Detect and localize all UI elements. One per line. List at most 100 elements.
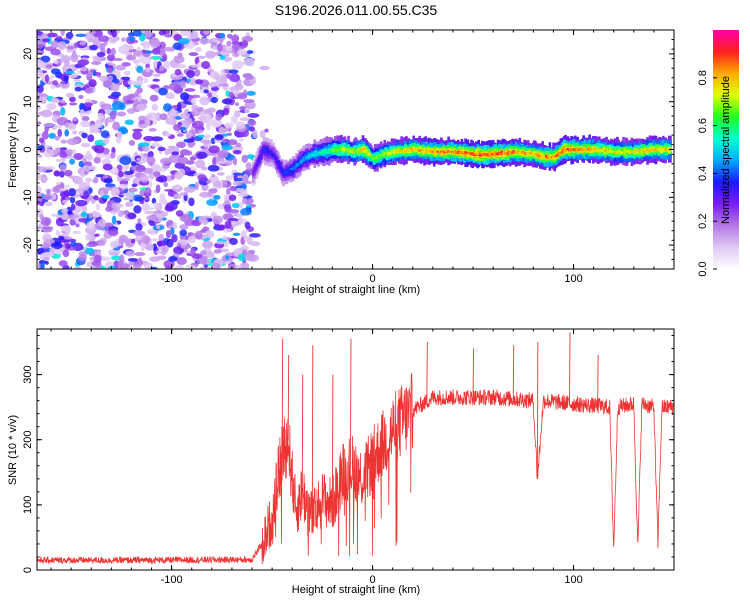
heatmap-ridge-cell xyxy=(367,152,371,156)
heatmap-noise-cell xyxy=(226,72,231,79)
heatmap-noise-cell xyxy=(44,261,49,265)
heatmap-noise-cell xyxy=(132,128,143,132)
heatmap-noise-cell xyxy=(137,257,143,267)
heatmap-noise-cell xyxy=(231,220,237,227)
heatmap-noise-cell xyxy=(85,177,93,183)
heatmap-noise-cell xyxy=(244,101,256,110)
heatmap-noise-cell xyxy=(40,262,45,269)
heatmap-noise-cell xyxy=(207,68,215,73)
heatmap-noise-cell xyxy=(79,189,84,197)
heatmap-noise-cell xyxy=(210,118,223,128)
spectrogram-y-tick-label: 10 xyxy=(22,96,34,108)
heatmap-noise-cell xyxy=(65,227,71,236)
heatmap-noise-cell xyxy=(72,118,78,122)
heatmap-noise-cell xyxy=(162,53,168,61)
heatmap-noise-cell xyxy=(42,148,55,158)
heatmap-ridge-cell xyxy=(255,164,259,167)
heatmap-noise-cell xyxy=(180,126,187,131)
heatmap-ridge-cell xyxy=(256,160,260,163)
heatmap-noise-cell xyxy=(224,220,232,229)
heatmap-ridge-cell xyxy=(593,147,596,151)
heatmap-noise-cell xyxy=(121,177,131,181)
heatmap-noise-cell xyxy=(138,55,145,63)
heatmap-noise-cell xyxy=(80,211,88,218)
heatmap-noise-cell xyxy=(109,83,120,92)
heatmap-noise-cell xyxy=(42,38,50,43)
figure-title: S196.2026.011.00.55.C35 xyxy=(275,2,438,18)
heatmap-noise-cell xyxy=(145,67,150,73)
heatmap-noise-cell xyxy=(246,154,255,159)
heatmap-noise-cell xyxy=(136,157,141,161)
heatmap-noise-cell xyxy=(207,92,213,98)
heatmap-noise-cell xyxy=(185,117,193,125)
heatmap-noise-cell xyxy=(78,253,87,262)
heatmap-noise-cell xyxy=(203,30,210,35)
heatmap-noise-cell xyxy=(73,42,78,49)
heatmap-ridge-cell xyxy=(647,148,651,151)
heatmap-noise-cell xyxy=(107,265,117,269)
heatmap-noise-cell xyxy=(232,156,238,166)
heatmap-noise-cell xyxy=(87,38,95,43)
heatmap-noise-cell xyxy=(72,130,78,135)
heatmap-noise-cell xyxy=(90,198,96,204)
heatmap-noise-cell xyxy=(55,229,61,236)
heatmap-noise-cell xyxy=(139,174,149,183)
heatmap-noise-cell xyxy=(118,170,124,178)
heatmap-noise-cell xyxy=(197,55,206,59)
heatmap-noise-cell xyxy=(37,166,48,173)
heatmap-noise-cell xyxy=(95,152,105,159)
heatmap-noise-cell xyxy=(56,35,63,40)
heatmap-noise-cell xyxy=(168,83,180,91)
heatmap-noise-cell xyxy=(106,61,114,65)
spectrogram-x-tick-label: 100 xyxy=(564,273,582,285)
heatmap-noise-cell xyxy=(143,135,155,142)
heatmap-noise-cell xyxy=(190,247,196,257)
heatmap-ridge-cell xyxy=(560,151,564,154)
heatmap-noise-cell xyxy=(238,192,249,197)
heatmap-noise-cell xyxy=(59,170,65,178)
heatmap-noise-cell xyxy=(86,242,98,248)
heatmap-noise-cell xyxy=(95,203,101,211)
heatmap-noise-cell xyxy=(38,137,44,143)
heatmap-noise-cell xyxy=(50,40,59,49)
heatmap-noise-cell xyxy=(73,153,84,161)
heatmap-noise-cell xyxy=(215,76,228,84)
heatmap-noise-cell xyxy=(133,205,142,214)
heatmap-noise-cell xyxy=(191,104,199,110)
colorbar: 0.0 0.2 0.4 0.6 0.8 Normalized spectral ampl… xyxy=(697,30,739,277)
heatmap-noise-cell xyxy=(177,64,187,69)
heatmap-noise-cell xyxy=(249,126,255,132)
heatmap-noise-cell xyxy=(174,184,181,190)
heatmap-noise-cell xyxy=(61,213,69,221)
heatmap-noise-cell xyxy=(194,159,206,169)
heatmap-noise-cell xyxy=(144,187,152,196)
heatmap-noise-cell xyxy=(49,247,56,254)
heatmap-noise-cell xyxy=(47,32,58,38)
spectrogram-ylabel: Frequency (Hz) xyxy=(7,112,19,188)
heatmap-ridge-cell xyxy=(511,151,514,154)
heatmap-noise-cell xyxy=(52,80,59,86)
heatmap-noise-cell xyxy=(109,110,117,120)
heatmap-noise-cell xyxy=(140,242,145,252)
heatmap-noise-cell xyxy=(159,193,166,201)
heatmap-noise-cell xyxy=(90,61,102,65)
heatmap-noise-cell xyxy=(124,201,134,207)
heatmap-noise-cell xyxy=(83,102,93,107)
heatmap-noise-cell xyxy=(37,111,44,116)
heatmap-noise-cell xyxy=(137,218,142,224)
heatmap-noise-cell xyxy=(231,65,243,70)
heatmap-noise-cell xyxy=(158,30,167,36)
heatmap-noise-cell xyxy=(55,111,60,116)
snr-spike xyxy=(512,345,515,400)
heatmap-noise-cell xyxy=(111,215,117,225)
heatmap-noise-cell xyxy=(213,181,222,188)
heatmap-noise-cell xyxy=(185,150,193,156)
heatmap-ridge-cell xyxy=(554,155,558,158)
heatmap-ridge-cell xyxy=(564,148,567,152)
heatmap-noise-cell xyxy=(202,86,210,90)
heatmap-noise-cell xyxy=(58,235,65,241)
spectrogram-x-tick-label: -100 xyxy=(161,273,183,285)
snr-series xyxy=(36,332,675,565)
heatmap-noise-cell xyxy=(135,223,143,232)
heatmap-noise-cell xyxy=(231,41,241,45)
